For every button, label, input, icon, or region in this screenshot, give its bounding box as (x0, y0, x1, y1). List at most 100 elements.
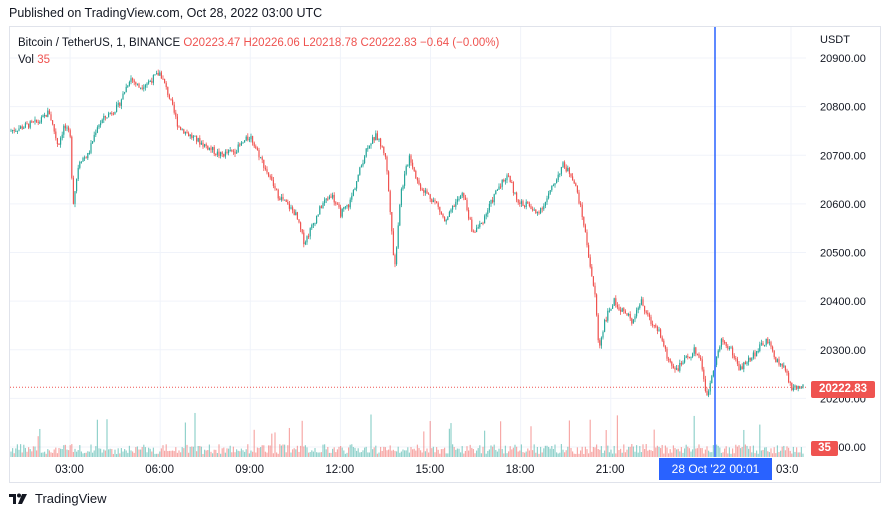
candle-body (50, 114, 52, 121)
candle-body (530, 206, 532, 210)
volume-bar (796, 447, 798, 457)
candle-body (437, 203, 439, 207)
volume-bar (68, 450, 70, 457)
currency-label[interactable]: USDT (820, 34, 850, 46)
volume-bar (56, 453, 58, 457)
volume-bar (109, 448, 111, 457)
candle-body (516, 192, 518, 200)
candle-body (562, 162, 564, 168)
candle-body (783, 365, 785, 367)
volume-bar (773, 447, 775, 457)
candle-body (655, 325, 657, 327)
volume-bar (439, 453, 441, 457)
volume-bar (477, 448, 479, 457)
candle-body (442, 214, 444, 217)
volume-bar (669, 449, 671, 457)
volume-bar (735, 444, 737, 457)
volume-bar (351, 444, 353, 457)
volume-bar (533, 444, 535, 457)
volume-bar (623, 444, 625, 457)
volume-bar (180, 452, 182, 457)
volume-bar (527, 448, 529, 457)
candle-body (47, 110, 49, 117)
volume-bar (199, 445, 201, 457)
price-tick-label: 20600.00 (820, 199, 866, 211)
footer-brand[interactable]: TradingView (35, 491, 107, 506)
candle-body (220, 152, 222, 156)
volume-bar (87, 451, 89, 457)
volume-bar (687, 446, 689, 457)
volume-bar (186, 444, 188, 457)
volume-bar (232, 446, 234, 457)
candle-body (533, 209, 535, 211)
candle-body (194, 135, 196, 137)
candle-body (218, 151, 220, 156)
volume-bar (384, 447, 386, 457)
volume-bar (224, 452, 226, 457)
legend-symbol[interactable]: Bitcoin / TetherUS, 1, BINANCE (18, 37, 181, 49)
candle-body (183, 129, 185, 134)
candle-body (348, 204, 350, 208)
candle-body (660, 329, 662, 338)
volume-bar (60, 448, 62, 457)
volume-bar (554, 444, 556, 457)
candle-body (548, 193, 550, 199)
volume-bar (602, 453, 604, 457)
volume-bar (559, 452, 561, 457)
candle-body (388, 171, 390, 192)
candle-body (23, 127, 25, 129)
candle-body (706, 390, 708, 396)
candle-body (786, 370, 788, 373)
candle-body (143, 87, 145, 89)
volume-bar (52, 452, 54, 457)
volume-bar (189, 446, 191, 457)
volume-bar (452, 444, 454, 457)
candle-body (480, 222, 482, 224)
volume-bar (484, 430, 486, 457)
volume-bar (244, 451, 246, 457)
volume-bar (154, 453, 156, 457)
candle-body (452, 205, 454, 210)
volume-bar (242, 450, 244, 457)
candle-body (320, 206, 322, 209)
candle-body (292, 207, 294, 211)
candle-body (500, 186, 502, 188)
volume-bar (644, 449, 646, 457)
volume-bar (212, 453, 214, 457)
candle-body (122, 93, 124, 100)
volume-bar (316, 452, 318, 457)
time-tick-label: 06:00 (145, 464, 174, 476)
volume-bar (106, 419, 108, 457)
candle-body (21, 126, 23, 129)
volume-bar (540, 446, 542, 457)
candle-body (418, 180, 420, 185)
candle-body (357, 174, 359, 182)
volume-bar (741, 446, 743, 457)
candle-body (173, 104, 175, 113)
candle-body (469, 218, 471, 220)
volume-bar (82, 453, 84, 457)
legend-vol-label[interactable]: Vol (18, 54, 34, 66)
volume-bar (34, 446, 36, 457)
candle-body (584, 225, 586, 233)
candle-body (119, 103, 121, 106)
candle-body (664, 346, 666, 349)
candle-body (168, 94, 170, 99)
candle-body (80, 161, 82, 163)
candle-body (376, 133, 378, 141)
candle-body (605, 320, 607, 322)
volume-bar (684, 448, 686, 457)
candle-body (479, 223, 481, 228)
candle-body (167, 87, 169, 95)
volume-bar (103, 449, 105, 457)
crosshair-time-label: 28 Oct '22 00:01 (659, 458, 772, 480)
candle-body (624, 311, 626, 314)
volume-bar (524, 452, 526, 457)
volume-bar (404, 450, 406, 457)
volume-bar (16, 444, 18, 457)
volume-bar (775, 453, 777, 457)
candle-body (463, 193, 465, 198)
candle-body (749, 357, 751, 361)
volume-bar (317, 452, 319, 457)
